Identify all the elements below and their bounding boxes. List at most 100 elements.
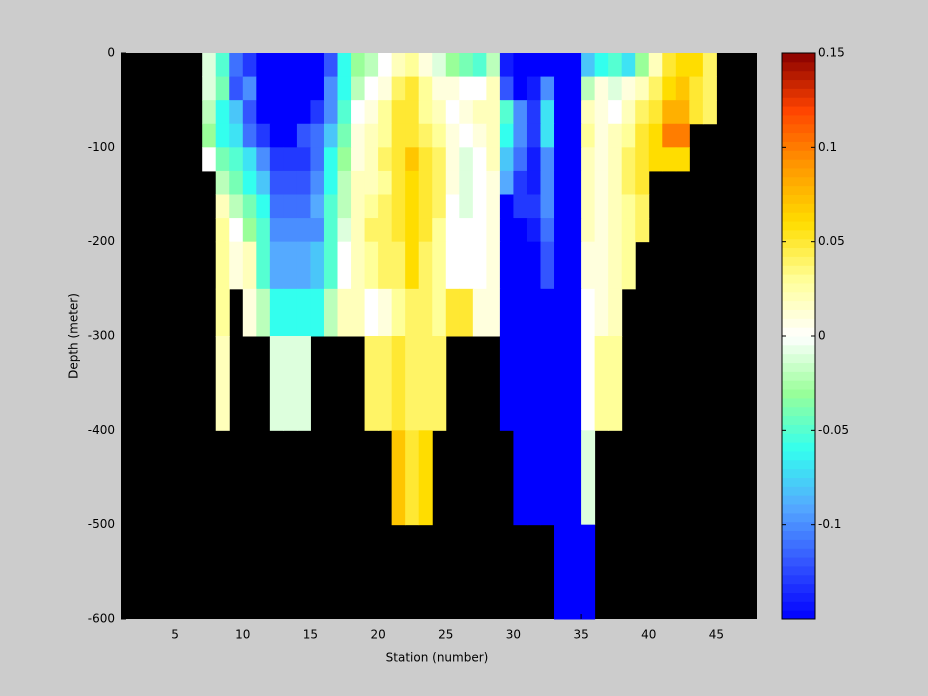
heat-cell xyxy=(608,76,623,101)
colorbar-swatch xyxy=(782,468,815,478)
heat-cell xyxy=(526,53,541,78)
heat-cell xyxy=(540,53,555,78)
heat-cell xyxy=(486,53,501,78)
heat-cell xyxy=(391,288,406,337)
heat-cell xyxy=(513,430,528,526)
heat-cell xyxy=(540,170,555,195)
heat-cell xyxy=(378,194,393,219)
heat-cell xyxy=(418,288,433,337)
heat-cell xyxy=(662,147,677,172)
heat-cell xyxy=(662,53,677,78)
heat-cell xyxy=(486,76,501,101)
heat-cell xyxy=(459,147,474,172)
y-tick-label: -600 xyxy=(88,612,115,626)
heat-cell xyxy=(526,147,541,172)
colorbar-swatch xyxy=(782,539,815,549)
heat-cell xyxy=(229,170,244,195)
heat-cell xyxy=(608,53,623,78)
heat-cell xyxy=(296,170,311,195)
heat-cell xyxy=(432,147,447,172)
colorbar-swatch xyxy=(782,282,815,293)
heat-cell xyxy=(364,170,379,195)
heat-cell xyxy=(229,76,244,101)
heat-cell xyxy=(418,100,433,125)
y-tick-label: -100 xyxy=(88,140,115,154)
heat-cell xyxy=(540,123,555,148)
heat-cell xyxy=(283,100,298,125)
heat-cell xyxy=(662,76,677,101)
heat-cell xyxy=(581,147,596,172)
heat-cell xyxy=(432,288,447,337)
heat-cell xyxy=(581,336,596,431)
colorbar-swatch xyxy=(782,318,815,328)
heat-cell xyxy=(513,194,528,219)
heat-cell xyxy=(418,336,433,431)
colorbar-swatch xyxy=(782,141,815,151)
heat-cell xyxy=(675,76,690,101)
colorbar-swatch xyxy=(782,574,815,585)
heat-cell xyxy=(689,100,704,125)
heat-cell xyxy=(526,241,541,290)
heat-cell xyxy=(567,76,582,101)
heat-cell xyxy=(351,53,366,78)
heat-cell xyxy=(540,147,555,172)
heat-cell xyxy=(540,288,555,337)
heat-cell xyxy=(432,100,447,125)
heat-cell xyxy=(269,147,284,172)
heat-cell xyxy=(594,241,609,290)
heat-cell xyxy=(337,76,352,101)
heat-cell xyxy=(540,241,555,290)
heat-cell xyxy=(499,123,514,148)
heat-cell xyxy=(540,218,555,243)
heat-cell xyxy=(486,170,501,195)
heat-cell xyxy=(310,53,325,78)
heat-cell xyxy=(202,100,217,125)
colorbar-swatch xyxy=(782,601,815,611)
heat-cell xyxy=(608,123,623,148)
colorbar-swatch xyxy=(782,610,815,620)
heat-cell xyxy=(581,288,596,337)
heat-cell xyxy=(215,147,230,172)
heat-cell xyxy=(256,194,271,219)
colorbar-swatch xyxy=(782,229,815,240)
heat-cell xyxy=(323,288,339,337)
heat-cell xyxy=(364,194,379,219)
heat-cell xyxy=(323,194,339,219)
colorbar-swatch xyxy=(782,265,815,275)
heat-cell xyxy=(296,218,311,243)
heat-cell xyxy=(594,170,609,195)
y-axis-label: Depth (meter) xyxy=(67,293,81,379)
heat-cell xyxy=(499,53,514,78)
colorbar-swatch xyxy=(782,203,815,213)
colorbar-swatch xyxy=(782,61,815,72)
heat-cell xyxy=(391,170,406,195)
colorbar-swatch xyxy=(782,79,815,89)
heat-cell xyxy=(554,288,569,337)
colorbar-tick-label: -0.1 xyxy=(818,517,841,531)
heat-cell xyxy=(378,53,393,78)
heat-cell xyxy=(499,170,514,195)
colorbar-swatch xyxy=(782,442,815,452)
heat-cell xyxy=(323,241,339,290)
heat-cell xyxy=(567,288,582,337)
y-tick-label: -400 xyxy=(88,423,115,437)
heat-cell xyxy=(310,241,325,290)
heat-cell xyxy=(581,218,596,243)
heat-cell xyxy=(459,123,474,148)
colorbar-swatch xyxy=(782,256,815,266)
heat-cell xyxy=(486,123,501,148)
heat-cell xyxy=(567,170,582,195)
heat-cell xyxy=(283,218,298,243)
y-tick-label: -500 xyxy=(88,517,115,531)
heat-cell xyxy=(405,218,420,243)
heat-cell xyxy=(581,430,596,526)
heat-cell xyxy=(608,170,623,195)
colorbar-swatch xyxy=(782,353,815,364)
heat-cell xyxy=(269,170,284,195)
heat-cell xyxy=(242,241,257,290)
heat-cell xyxy=(540,336,555,431)
heat-cell xyxy=(554,336,569,431)
colorbar-swatch xyxy=(782,159,815,169)
colorbar-swatch xyxy=(782,97,815,107)
colorbar-swatch xyxy=(782,477,815,487)
